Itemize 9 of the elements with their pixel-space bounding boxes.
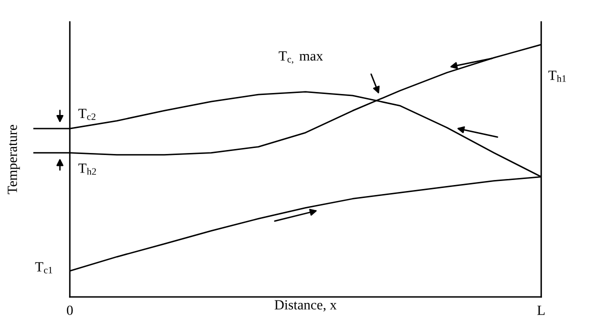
x-tick-label: 0: [66, 306, 73, 315]
annotation: T$_{c1}$: [35, 262, 52, 274]
annotation: T$_{c,}$ max: [278, 51, 323, 64]
y-axis-title: Temperature: [8, 124, 20, 194]
annotation: T$_{h1}$: [548, 70, 566, 82]
annotation: T$_{h2}$: [78, 164, 96, 175]
annotation: T$_{c2}$: [78, 108, 96, 120]
x-tick-label: L: [537, 306, 545, 315]
x-axis-title: Distance, x: [274, 300, 337, 312]
